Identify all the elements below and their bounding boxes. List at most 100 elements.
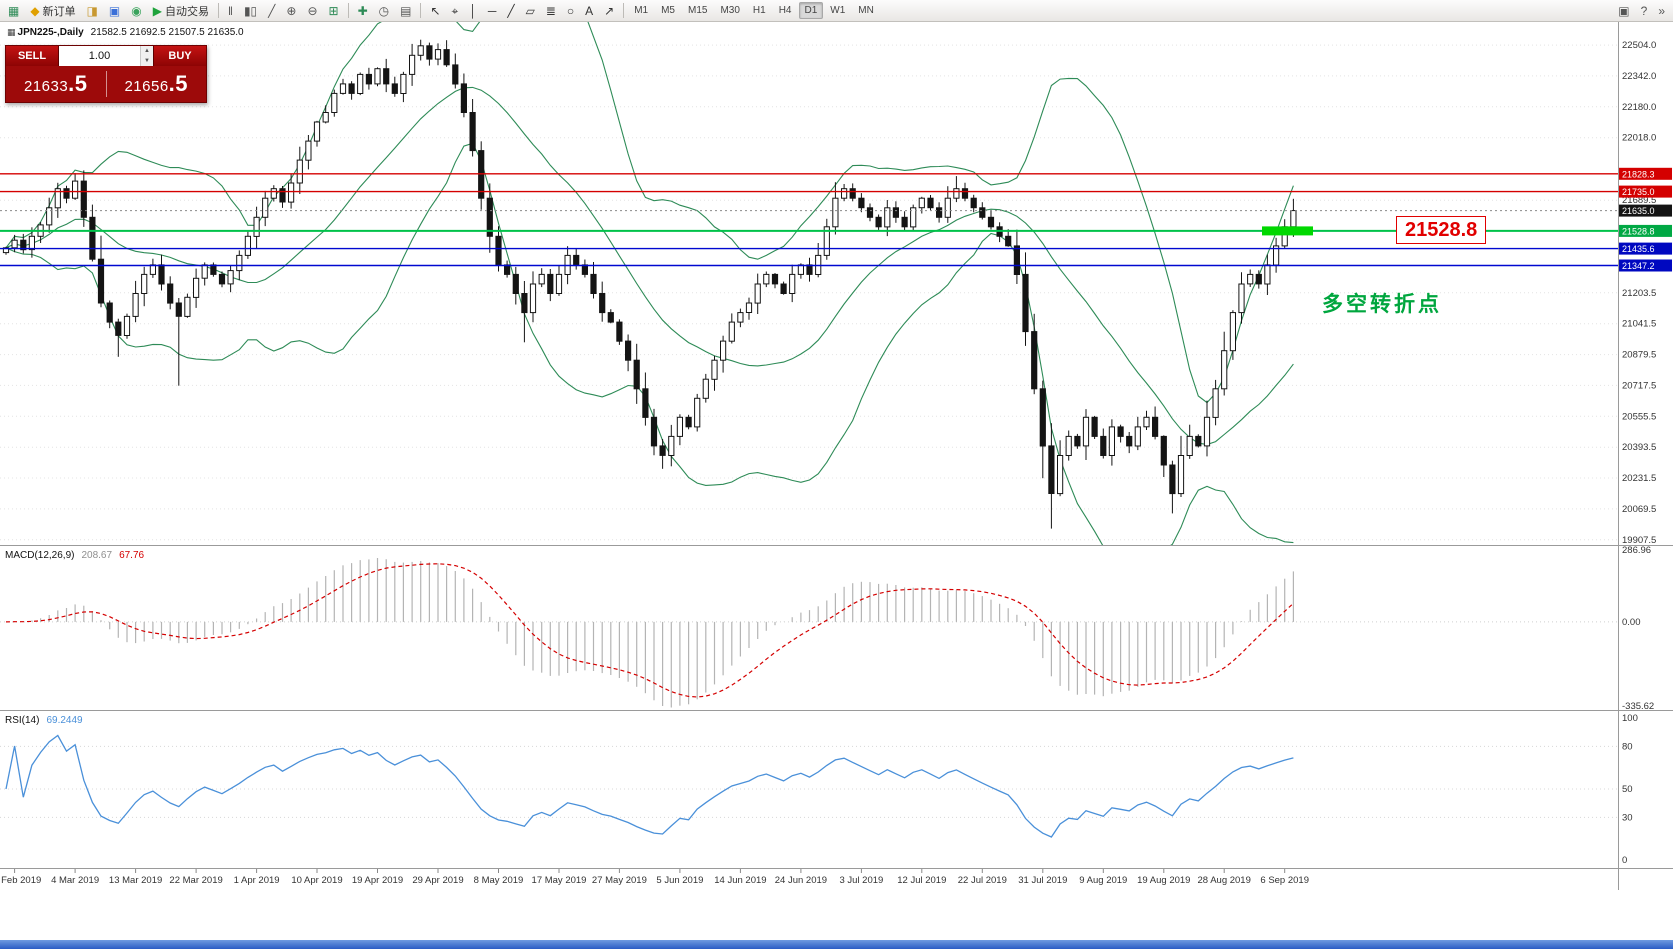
buy-price[interactable]: 21656.5 <box>124 71 189 96</box>
cursor-icon-icon: ↖ <box>430 3 441 18</box>
alerts-icon-icon: ◉ <box>131 3 142 18</box>
help-icon-button[interactable]: ? <box>1636 1 1653 20</box>
autotrading-button[interactable]: ▶ 自动交易 <box>148 1 214 20</box>
time-axis[interactable]: 22 Feb 2019 4 Mar 2019 13 Mar 2019 22 Mar 2… <box>0 868 1673 890</box>
price-level-callout[interactable]: 21528.8 <box>1396 216 1487 244</box>
toolbar-overflow-icon-icon: » <box>1658 3 1665 18</box>
timeframe-m5-button[interactable]: M5 <box>661 5 675 16</box>
svg-text:4 Mar 2019: 4 Mar 2019 <box>51 875 99 886</box>
sell-price[interactable]: 21633.5 <box>23 71 88 96</box>
timeframe-h1-button[interactable]: H1 <box>752 5 766 16</box>
svg-text:21528.8: 21528.8 <box>1622 226 1655 236</box>
svg-text:28 Aug 2019: 28 Aug 2019 <box>1198 875 1251 886</box>
shapes-icon-button[interactable]: ○ <box>562 1 579 20</box>
templates-icon-button[interactable]: ▤ <box>395 1 416 20</box>
channel-icon-icon: ▱ <box>525 3 535 18</box>
vertical-line-icon-icon: │ <box>469 3 477 18</box>
svg-text:21435.6: 21435.6 <box>1622 244 1655 254</box>
shapes-icon-icon: ○ <box>566 3 575 18</box>
timeframe-m1-button[interactable]: M1 <box>634 5 649 16</box>
volume-down-button[interactable]: ▼ <box>141 56 153 66</box>
svg-text:100: 100 <box>1622 713 1638 724</box>
svg-text:22504.0: 22504.0 <box>1622 40 1656 51</box>
new-order-button[interactable]: ◆ 新订单 <box>25 1 80 20</box>
toolbar-separator <box>347 3 349 18</box>
price-chart-canvas[interactable]: 19907.5 20069.5 20231.5 20393.5 20555.5 20717… <box>0 22 1673 545</box>
periods-icon-button[interactable]: ◷ <box>374 1 394 20</box>
volume-up-button[interactable]: ▲ <box>141 46 153 56</box>
svg-text:6 Sep 2019: 6 Sep 2019 <box>1260 875 1309 886</box>
candlestick-chart-icon-button[interactable]: ▮▯ <box>239 1 262 20</box>
svg-text:19 Aug 2019: 19 Aug 2019 <box>1137 875 1190 886</box>
bar-chart-icon-button[interactable]: ‖ <box>223 1 238 20</box>
svg-text:22342.0: 22342.0 <box>1622 71 1656 82</box>
svg-text:20231.5: 20231.5 <box>1622 473 1656 484</box>
volume-input[interactable]: 1.00 <box>88 50 111 62</box>
rsi-indicator-canvas[interactable]: 100 80 50 30 0 <box>0 710 1673 868</box>
one-click-trading-panel: SELL 1.00 ▲ ▼ BUY 21633.5 21656.5 <box>5 45 207 103</box>
text-icon-button[interactable]: A <box>580 1 598 20</box>
timeframe-m30-button[interactable]: M30 <box>720 5 740 16</box>
toolbar-separator <box>217 3 219 18</box>
cursor-icon-button[interactable]: ↖ <box>425 1 445 20</box>
timeframe-w1-button[interactable]: W1 <box>830 5 846 16</box>
toolbar-separator <box>420 3 422 18</box>
channel-icon-button[interactable]: ▱ <box>521 1 540 20</box>
svg-text:21347.2: 21347.2 <box>1622 261 1655 271</box>
fibonacci-icon-button[interactable]: ≣ <box>541 1 561 20</box>
bar-chart-icon-icon: ‖ <box>227 3 233 18</box>
svg-text:0: 0 <box>1622 855 1627 866</box>
templates-icon-icon: ▤ <box>400 3 412 18</box>
trade-panel-divider <box>105 71 107 97</box>
svg-text:30: 30 <box>1622 812 1633 823</box>
timeframe-m15-button[interactable]: M15 <box>688 5 708 16</box>
taskbar-edge[interactable] <box>0 940 1673 949</box>
crosshair-icon-button[interactable]: ⌖ <box>447 1 464 20</box>
periods-icon-icon: ◷ <box>378 3 390 18</box>
timeframe-mn-button[interactable]: MN <box>858 5 874 16</box>
svg-text:20555.5: 20555.5 <box>1622 411 1656 422</box>
line-chart-icon-button[interactable]: ╱ <box>263 1 280 20</box>
macd-indicator-canvas[interactable]: 286.96 0.00 -335.62 <box>0 545 1673 710</box>
horizontal-line-icon-button[interactable]: ─ <box>483 1 502 20</box>
macd-value-signal: 67.76 <box>119 550 145 561</box>
svg-text:31 Jul 2019: 31 Jul 2019 <box>1018 875 1067 886</box>
svg-text:10 Apr 2019: 10 Apr 2019 <box>291 875 342 886</box>
svg-text:21635.0: 21635.0 <box>1622 206 1655 216</box>
sell-button[interactable]: SELL <box>6 46 58 66</box>
alerts-icon-button[interactable]: ◉ <box>126 1 146 20</box>
candlestick-chart-icon-icon: ▮▯ <box>243 3 258 18</box>
svg-text:21041.5: 21041.5 <box>1622 319 1656 330</box>
toolbar-overflow-icon-button[interactable]: » <box>1653 1 1670 20</box>
indicators-icon-icon: ✚ <box>357 3 368 18</box>
zoom-out-icon-button[interactable]: ⊖ <box>302 1 322 20</box>
vertical-line-icon-button[interactable]: │ <box>464 1 482 20</box>
terminal-icon-button[interactable]: ▣ <box>104 1 125 20</box>
zoom-in-icon-button[interactable]: ⊕ <box>281 1 301 20</box>
chart-text-annotation[interactable]: 多空转折点 <box>1322 293 1442 316</box>
help-icon-icon: ? <box>1640 3 1648 18</box>
timeframe-h4-button[interactable]: H4 <box>778 5 792 16</box>
svg-text:0.00: 0.00 <box>1622 617 1641 628</box>
chart-title: ▦ JPN225-,Daily 21582.5 21692.5 21507.5 2… <box>7 27 244 38</box>
horizontal-line-icon-icon: ─ <box>487 3 497 18</box>
svg-text:14 Jun 2019: 14 Jun 2019 <box>714 875 766 886</box>
styles-icon-icon: ◨ <box>86 3 98 18</box>
arrow-tools-icon-button[interactable]: ↗ <box>599 1 619 20</box>
indicators-icon-button[interactable]: ✚ <box>353 1 373 20</box>
new-order-icon: ◆ <box>30 3 40 18</box>
volume-control: 1.00 ▲ ▼ <box>58 46 154 66</box>
svg-text:20717.5: 20717.5 <box>1622 380 1656 391</box>
trendline-icon-button[interactable]: ╱ <box>502 1 519 20</box>
svg-text:21689.5: 21689.5 <box>1622 195 1656 206</box>
toolbar-separator <box>623 3 625 18</box>
tile-windows-icon-button[interactable]: ⊞ <box>324 1 344 20</box>
buy-button[interactable]: BUY <box>154 46 206 66</box>
new-window-icon-button[interactable]: ▣ <box>1613 1 1634 20</box>
svg-text:9 Aug 2019: 9 Aug 2019 <box>1079 875 1127 886</box>
timeframe-d1-button[interactable]: D1 <box>798 2 824 19</box>
styles-icon-button[interactable]: ◨ <box>82 1 103 20</box>
svg-text:20069.5: 20069.5 <box>1622 504 1656 515</box>
macd-pane-label: MACD(12,26,9) 208.67 67.76 <box>5 550 144 561</box>
app-chart-icon-button[interactable]: ▦ <box>3 1 24 20</box>
